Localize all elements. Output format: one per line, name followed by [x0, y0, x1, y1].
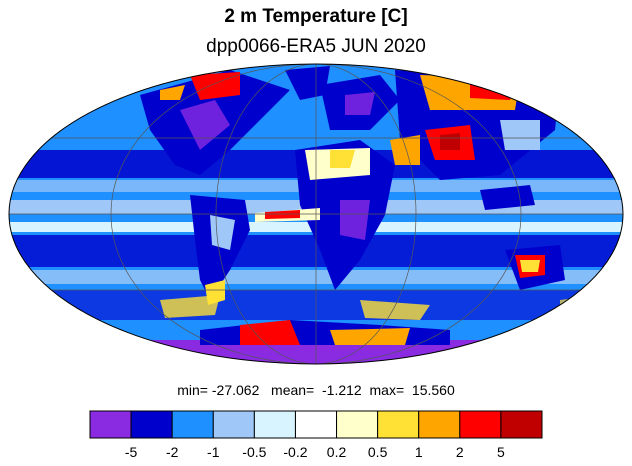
- stats-max-label: max=: [369, 382, 405, 398]
- legend-tick-label: -2: [165, 444, 179, 460]
- stats-mean-label: mean=: [271, 382, 315, 398]
- legend-swatch: [459, 410, 502, 439]
- legend-tick-label: -0.5: [242, 444, 267, 460]
- legend-swatch: [377, 410, 420, 439]
- color-legend: [89, 410, 543, 439]
- legend-swatch: [253, 410, 296, 439]
- globe-outline: [8, 63, 624, 365]
- legend-swatch: [130, 410, 173, 439]
- legend-swatch: [212, 410, 255, 439]
- legend-swatch: [418, 410, 461, 439]
- stats-max-value: 15.560: [411, 382, 455, 398]
- legend-tick-label: 1: [414, 444, 423, 460]
- legend-swatch: [294, 410, 338, 439]
- map-subtitle: dpp0066-ERA5 JUN 2020: [206, 36, 426, 57]
- legend-tick-label: -0.2: [283, 444, 308, 460]
- stats-min-value: -27.062: [211, 382, 260, 398]
- map-title: 2 m Temperature [C]: [224, 6, 408, 27]
- legend-tick-label: 2: [455, 444, 464, 460]
- legend-swatch: [500, 410, 543, 439]
- legend-tick-label: 0.5: [367, 444, 388, 460]
- legend-tick-label: 0.2: [326, 444, 347, 460]
- graticule: [9, 64, 623, 364]
- stats-min-label: min=: [177, 382, 208, 398]
- legend-tick-label: -5: [124, 444, 138, 460]
- legend-swatch: [89, 410, 132, 439]
- legend-swatch: [171, 410, 214, 439]
- temperature-bias-map: [8, 63, 624, 365]
- stats-mean-value: -1.212: [322, 382, 362, 398]
- legend-swatch: [336, 410, 379, 439]
- legend-tick-label: 5: [497, 444, 505, 460]
- stats-line: min= -27.062 mean= -1.212 max= 15.560: [0, 382, 632, 398]
- legend-tick-label: -1: [207, 444, 220, 460]
